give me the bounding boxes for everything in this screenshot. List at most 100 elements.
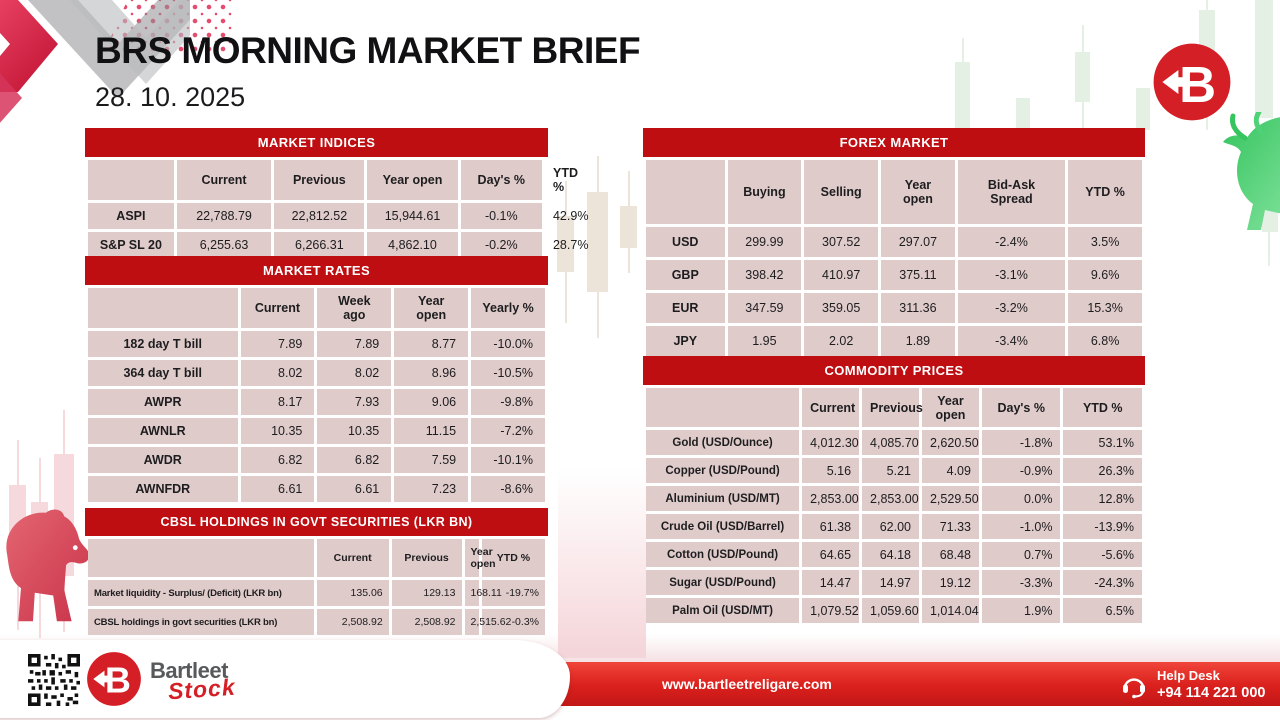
row-label: Palm Oil (USD/MT) [646,598,800,623]
cell-value: 19.12 [921,570,979,595]
cell-value: 61.38 [802,514,860,539]
cell-value: 6.8% [1068,326,1142,356]
cell-value: 71.33 [921,514,979,539]
row-label: AWNFDR [88,476,238,502]
column-header: Previous [274,160,365,200]
header-row: Buying Selling Year open Bid-Ask Spread YTD … [646,160,1142,224]
cell-value: -0.3% [481,609,545,635]
cell-value: 398.42 [727,260,802,290]
cell-value: -3.3% [981,570,1061,595]
column-header [88,288,238,328]
cell-value: 4,085.70 [862,430,919,455]
cell-value: 307.52 [804,227,879,257]
website-link[interactable]: www.bartleetreligare.com [662,676,832,692]
table-row: Cotton (USD/Pound) 64.65 64.18 68.48 0.7% -5.… [646,542,1142,567]
cell-value: -5.6% [1063,542,1142,567]
column-header: YTD % [1063,388,1142,427]
table-row: Palm Oil (USD/MT) 1,079.52 1,059.60 1,014.0… [646,598,1142,623]
cell-value: 8.02 [240,360,315,386]
cell-value: 22,812.52 [274,203,365,229]
column-header: Current [802,388,860,427]
column-header: Current [240,288,315,328]
row-label: Crude Oil (USD/Barrel) [646,514,800,539]
column-header: Current [316,539,389,577]
table-row: CBSL holdings in govt securities (LKR bn… [88,609,545,635]
cbsl-holdings-table: CBSL HOLDINGS IN GOVT SECURITIES (LKR BN… [85,508,548,638]
cell-value: -0.1% [460,203,542,229]
cell-value: -9.8% [471,389,545,415]
cell-value: 6.82 [240,447,315,473]
cell-value: 15.3% [1068,293,1142,323]
table-row: AWPR 8.17 7.93 9.06 -9.8% [88,389,545,415]
helpdesk-phone[interactable]: +94 114 221 000 [1157,685,1266,702]
column-header: Year open [464,539,496,577]
cell-value: 6.61 [317,476,392,502]
cell-value: 2,853.00 [802,486,860,511]
cbsl-holdings-title: CBSL HOLDINGS IN GOVT SECURITIES (LKR BN… [85,508,548,536]
row-label: USD [646,227,725,257]
cell-value: -1.8% [981,430,1061,455]
bartleet-b-logo-icon: B [1153,43,1231,121]
column-header [646,160,725,224]
cell-value: 62.00 [862,514,919,539]
table-row: Copper (USD/Pound) 5.16 5.21 4.09 -0.9% 26.3% [646,458,1142,483]
header-row: Current Week ago Year open Yearly % [88,288,545,328]
cell-value: 2,853.00 [862,486,919,511]
pink-fade-decoration [558,468,646,658]
table-row: ASPI 22,788.79 22,812.52 15,944.61 -0.1% 42.9… [88,203,588,229]
cell-value: 6.61 [240,476,315,502]
bartleet-b-logo-footer-icon: B [87,652,141,706]
cell-value: 3.5% [1068,227,1142,257]
cell-value: 7.23 [394,476,469,502]
cell-value: -0.2% [460,232,542,258]
cell-value: 2,515.62 [464,609,511,635]
bull-graphic [1223,112,1280,230]
row-label: AWPR [88,389,238,415]
column-header: YTD % [481,539,545,577]
cell-value: 12.8% [1063,486,1142,511]
brand-name: Bartleet [150,658,228,683]
row-label: 182 day T bill [88,331,238,357]
row-label: Market liquidity - Surplus/ (Deficit) (L… [88,580,314,606]
cell-value: 7.93 [317,389,392,415]
column-header: Week ago [317,288,392,328]
cell-value: 64.65 [802,542,860,567]
table-row: USD 299.99 307.52 297.07 -2.4% 3.5% [646,227,1142,257]
cell-value: 7.59 [394,447,469,473]
table-row: Gold (USD/Ounce) 4,012.30 4,085.70 2,620.50… [646,430,1142,455]
cell-value: -10.0% [471,331,545,357]
market-indices-title: MARKET INDICES [85,128,548,157]
cell-value: 5.16 [802,458,860,483]
market-indices-table: MARKET INDICES Current Previous Year open Da… [85,128,588,261]
row-label: S&P SL 20 [88,232,174,258]
cell-value: 299.99 [727,227,802,257]
table-row: JPY 1.95 2.02 1.89 -3.4% 6.8% [646,326,1142,356]
table-row: Crude Oil (USD/Barrel) 61.38 62.00 71.33 -1.… [646,514,1142,539]
table-row: S&P SL 20 6,255.63 6,266.31 4,862.10 -0.2% 28… [88,232,588,258]
qr-code[interactable] [28,654,80,706]
cell-value: 1.95 [727,326,802,356]
cell-value: -19.7% [481,580,545,606]
column-header: Buying [727,160,802,224]
row-label: Aluminium (USD/MT) [646,486,800,511]
headset-icon [1123,678,1145,699]
cell-value: 64.18 [862,542,919,567]
commodity-prices-table: COMMODITY PRICES Current Previous Year open… [643,356,1145,626]
table-row: Sugar (USD/Pound) 14.47 14.97 19.12 -3.3% -24… [646,570,1142,595]
cell-value: 297.07 [881,227,955,257]
column-header: Year open [881,160,955,224]
cell-value: 1,014.04 [921,598,979,623]
column-header: Day's % [460,160,542,200]
cell-value: 129.13 [391,580,462,606]
cell-value: 2.02 [804,326,879,356]
cell-value: 8.17 [240,389,315,415]
cell-value: 14.47 [802,570,860,595]
cell-value: 8.77 [394,331,469,357]
cell-value: 6,255.63 [176,232,272,258]
brand-subname: Stock [167,673,237,705]
cell-value: 168.11 [464,580,502,606]
forex-market-title: FOREX MARKET [643,128,1145,157]
cell-value: 359.05 [804,293,879,323]
table-row: 364 day T bill 8.02 8.02 8.96 -10.5% [88,360,545,386]
cell-value: 375.11 [881,260,955,290]
